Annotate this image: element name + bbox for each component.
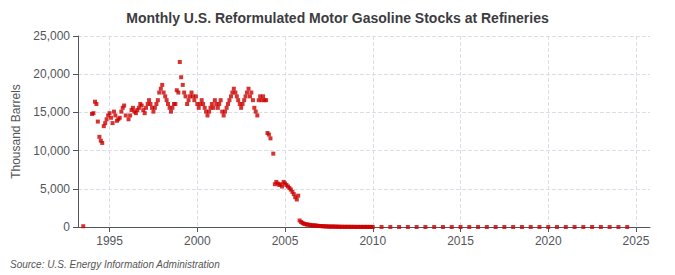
svg-text:Source: U.S. Energy Informatio: Source: U.S. Energy Information Administ… [10, 259, 220, 270]
svg-text:25,000: 25,000 [33, 29, 70, 43]
svg-text:2020: 2020 [535, 234, 562, 248]
svg-text:0: 0 [63, 220, 70, 234]
svg-text:5,000: 5,000 [40, 182, 70, 196]
svg-text:10,000: 10,000 [33, 144, 70, 158]
svg-text:2000: 2000 [184, 234, 211, 248]
svg-text:1995: 1995 [96, 234, 123, 248]
svg-text:Thousand Barrels: Thousand Barrels [9, 84, 23, 179]
svg-text:20,000: 20,000 [33, 67, 70, 81]
svg-text:2015: 2015 [447, 234, 474, 248]
svg-text:Monthly U.S. Reformulated Moto: Monthly U.S. Reformulated Motor Gasoline… [126, 10, 549, 26]
svg-text:2010: 2010 [359, 234, 386, 248]
svg-text:15,000: 15,000 [33, 105, 70, 119]
svg-text:2025: 2025 [623, 234, 650, 248]
svg-text:2005: 2005 [272, 234, 299, 248]
